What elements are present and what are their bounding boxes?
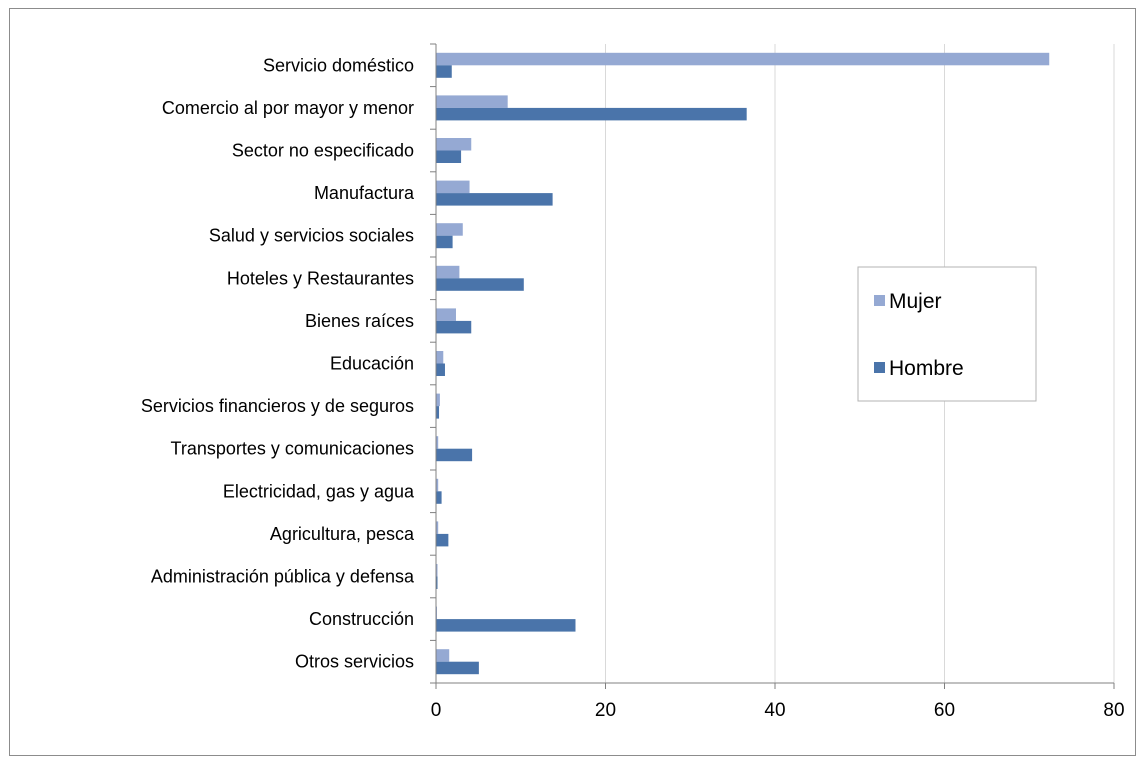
category-label: Hoteles y Restaurantes xyxy=(227,268,414,288)
bar-hombre xyxy=(436,576,438,589)
legend-label-mujer: Mujer xyxy=(889,290,942,313)
legend-box xyxy=(857,266,1037,402)
bar-hombre xyxy=(436,320,472,334)
legend: Mujer Hombre xyxy=(857,266,1037,402)
category-label: Construcción xyxy=(309,609,414,629)
x-tick-labels: 0 20 40 60 80 xyxy=(431,700,1125,721)
bar-mujer xyxy=(436,521,439,534)
bar-hombre xyxy=(436,193,553,206)
legend-swatch-mujer xyxy=(874,295,885,306)
bar-hombre xyxy=(436,661,479,675)
bar-hombre xyxy=(436,448,473,462)
category-label: Servicios financieros y de seguros xyxy=(141,396,414,416)
bar-hombre xyxy=(436,363,445,376)
category-label: Sector no especificado xyxy=(232,141,414,161)
bar-hombre xyxy=(436,278,524,291)
x-tick-label: 0 xyxy=(431,700,442,721)
bar-hombre xyxy=(436,150,462,163)
category-label: Manufactura xyxy=(314,183,415,203)
category-label: Administración pública y defensa xyxy=(151,567,415,587)
bar-mujer xyxy=(436,180,470,194)
x-tick-label: 60 xyxy=(934,700,955,721)
category-label: Educación xyxy=(330,354,414,374)
bars xyxy=(436,52,1050,675)
x-tick-label: 80 xyxy=(1103,700,1124,721)
bar-mujer xyxy=(436,265,460,279)
x-tick-label: 20 xyxy=(595,700,616,721)
bar-mujer xyxy=(436,223,463,236)
bar-mujer xyxy=(436,564,438,577)
bar-mujer xyxy=(436,393,440,407)
bar-hombre xyxy=(436,533,449,547)
category-label: Agricultura, pesca xyxy=(270,524,415,544)
axes xyxy=(430,43,1115,689)
bar-mujer xyxy=(436,478,439,492)
bar-mujer xyxy=(436,95,508,108)
bar-hombre xyxy=(436,235,453,249)
category-label: Servicio doméstico xyxy=(263,55,414,75)
bar-mujer xyxy=(436,52,1050,66)
bar-mujer xyxy=(436,351,444,364)
category-label: Otros servicios xyxy=(295,652,414,672)
bar-mujer xyxy=(436,436,439,449)
bar-mujer xyxy=(436,308,456,321)
bar-hombre xyxy=(436,406,440,419)
category-label: Comercio al por mayor y menor xyxy=(162,98,414,118)
bar-mujer xyxy=(436,649,450,662)
bar-mujer xyxy=(436,138,472,151)
bar-hombre xyxy=(436,619,576,632)
category-label: Transportes y comunicaciones xyxy=(171,439,414,459)
category-labels: Servicio doméstico Comercio al por mayor … xyxy=(141,55,415,671)
bar-hombre xyxy=(436,65,452,78)
bar-hombre xyxy=(436,107,747,121)
bar-mujer xyxy=(436,606,437,620)
category-label: Electricidad, gas y agua xyxy=(223,481,415,501)
legend-label-hombre: Hombre xyxy=(889,357,964,380)
x-tick-label: 40 xyxy=(764,700,785,721)
legend-swatch-hombre xyxy=(874,362,885,373)
category-label: Salud y servicios sociales xyxy=(209,226,414,246)
category-label: Bienes raíces xyxy=(305,311,414,331)
bar-hombre xyxy=(436,491,442,504)
